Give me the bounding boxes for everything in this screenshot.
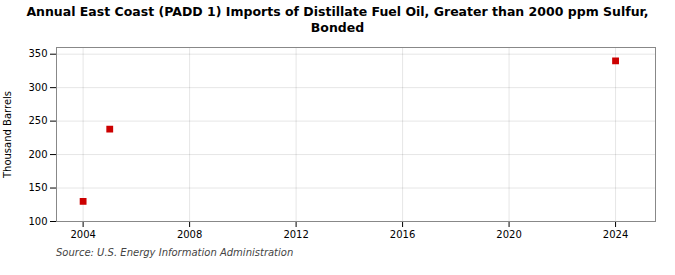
svg-text:Thousand Barrels: Thousand Barrels	[2, 90, 13, 178]
svg-text:300: 300	[28, 81, 47, 92]
html-text:Annual East Coast (PADD 1) Imp: Annual East Coast (PADD 1) Imports of Di…	[26, 4, 649, 36]
svg-text:2008: 2008	[177, 228, 202, 239]
svg-text:200: 200	[28, 148, 47, 159]
html-text:Source: U.S. Energy Informatio: Source: U.S. Energy Information Administ…	[56, 246, 294, 258]
svg-text:2012: 2012	[283, 228, 308, 239]
svg-text:2024: 2024	[603, 228, 628, 239]
svg-text:250: 250	[28, 115, 47, 126]
svg-text:150: 150	[28, 182, 47, 193]
svg-text:100: 100	[28, 215, 47, 226]
svg-text:2004: 2004	[70, 228, 95, 239]
svg-text:350: 350	[28, 48, 47, 59]
svg-text:2016: 2016	[390, 228, 415, 239]
svg-text:2020: 2020	[496, 228, 521, 239]
